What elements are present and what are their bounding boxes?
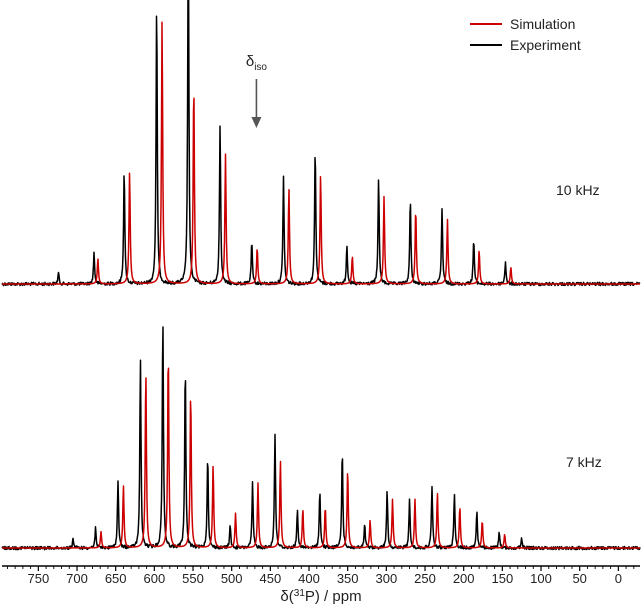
x-axis-title-superscript: 31 [294, 588, 306, 599]
x-tick-label: 150 [491, 571, 513, 586]
legend-experiment-label: Experiment [510, 37, 581, 53]
x-tick-label: 450 [259, 571, 281, 586]
delta-iso-arrow-head [251, 117, 262, 128]
x-tick-label: 750 [27, 571, 49, 586]
delta-iso-annotation: δiso [246, 53, 268, 128]
x-tick-label: 550 [182, 571, 204, 586]
panel-7khz [1, 326, 641, 551]
simulation-series-line [1, 367, 641, 549]
x-tick-label: 100 [530, 571, 552, 586]
x-tick-label: 50 [572, 571, 586, 586]
x-axis-title: δ(31P) / ppm [280, 588, 361, 605]
x-tick-label: 400 [298, 571, 320, 586]
x-axis-title-element: P) / ppm [305, 588, 362, 605]
x-tick-label: 300 [375, 571, 397, 586]
x-axis: 750 700 650 600 550 500 450 400 350 300 250 200 150 1… [2, 565, 640, 586]
legend: Simulation Experiment [470, 16, 581, 53]
x-tick-label: 200 [453, 571, 475, 586]
simulation-series-line [1, 21, 641, 285]
experiment-series-line [1, 326, 641, 551]
delta-iso-subscript: iso [254, 62, 267, 73]
x-tick-label: 0 [615, 571, 622, 586]
panel-label-7khz: 7 kHz [566, 454, 602, 470]
x-axis-title-main: δ( [280, 588, 293, 605]
spectra-panels [1, 0, 641, 551]
x-tick-label: 600 [143, 571, 165, 586]
delta-iso-symbol: δ [246, 53, 254, 70]
panel-label-10khz: 10 kHz [556, 182, 600, 198]
legend-simulation-label: Simulation [510, 16, 575, 32]
x-tick-label: 250 [414, 571, 436, 586]
x-axis-ticks: 750 700 650 600 550 500 450 400 350 300 250 200 150 1… [6, 566, 635, 586]
x-tick-label: 350 [337, 571, 359, 586]
x-tick-label: 650 [105, 571, 127, 586]
x-tick-label: 700 [66, 571, 88, 586]
panel-10khz [1, 0, 641, 287]
x-tick-label: 500 [221, 571, 243, 586]
delta-iso-label: δiso [246, 53, 268, 73]
